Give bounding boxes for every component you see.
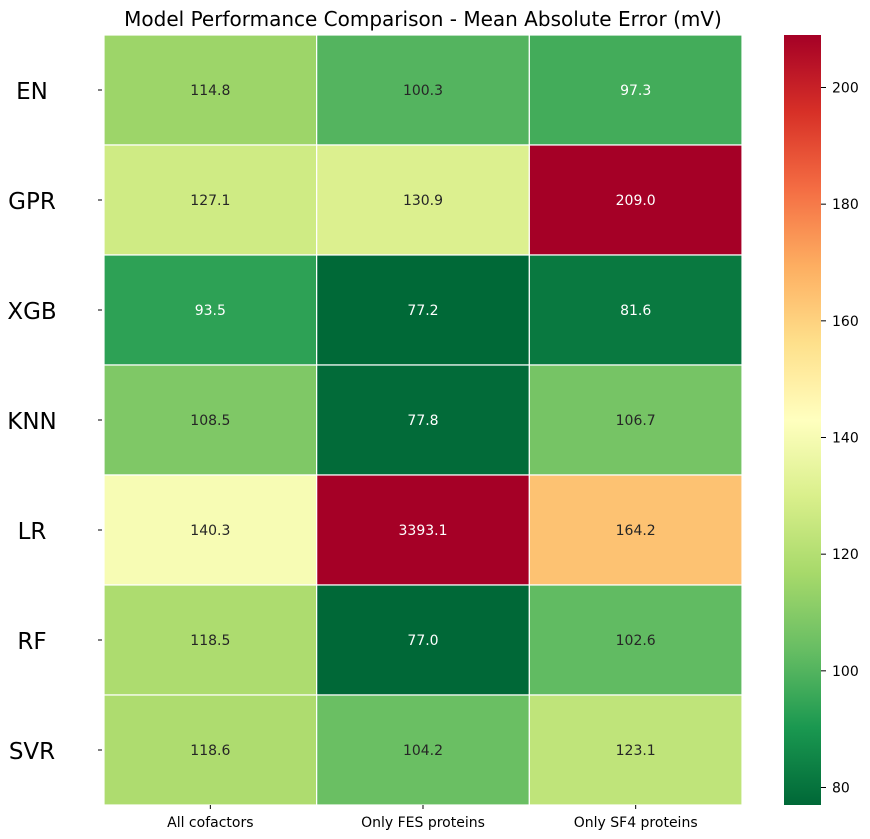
cell-value-label: 118.6 <box>190 743 230 759</box>
cell-value-label: 127.1 <box>190 193 230 209</box>
cell-value-label: 114.8 <box>190 83 230 99</box>
cell-value-label: 3393.1 <box>399 523 448 539</box>
cell-value-label: 130.9 <box>403 193 443 209</box>
cell-value-label: 209.0 <box>616 193 656 209</box>
column-label: Only SF4 proteins <box>574 815 698 831</box>
row-label: XGB <box>7 299 56 325</box>
cell-value-label: 123.1 <box>616 743 656 759</box>
cell-value-label: 140.3 <box>190 523 230 539</box>
heatmap-cell <box>103 694 318 806</box>
row-label: GPR <box>8 189 56 215</box>
cell-value-label: 104.2 <box>403 743 443 759</box>
cell-value-label: 97.3 <box>620 83 651 99</box>
cell-value-label: 81.6 <box>620 303 651 319</box>
cell-value-label: 100.3 <box>403 83 443 99</box>
cell-value-label: 102.6 <box>616 633 656 649</box>
cell-value-label: 118.5 <box>190 633 230 649</box>
chart-title: Model Performance Comparison - Mean Abso… <box>124 7 722 31</box>
cell-value-label: 106.7 <box>616 413 656 429</box>
row-label: RF <box>17 629 46 655</box>
heatmap-cell <box>528 144 743 256</box>
heatmap-cell <box>316 34 530 146</box>
cell-value-label: 77.0 <box>407 633 438 649</box>
colorbar-tick-label: 140 <box>832 431 859 447</box>
row-label: LR <box>18 519 47 545</box>
heatmap-cell <box>103 584 318 696</box>
heatmap-cell <box>316 254 530 366</box>
row-label: SVR <box>9 739 55 765</box>
heatmap-cell <box>528 694 743 806</box>
heatmap-cell <box>103 364 318 476</box>
heatmap-cell <box>103 34 318 146</box>
heatmap-cell <box>528 364 743 476</box>
heatmap-cell <box>316 584 530 696</box>
cell-value-label: 93.5 <box>195 303 226 319</box>
colorbar-tick-label: 200 <box>832 81 859 97</box>
column-labels: All cofactors Only FES proteins Only SF4 p… <box>167 805 698 831</box>
cell-value-label: 77.8 <box>407 413 438 429</box>
row-label: KNN <box>7 409 57 435</box>
heatmap-cell <box>316 694 530 806</box>
colorbar-tick-label: 180 <box>832 197 859 213</box>
column-label: All cofactors <box>167 815 253 831</box>
heatmap-cell <box>103 144 318 256</box>
cell-value-label: 164.2 <box>616 523 656 539</box>
colorbar-tick-label: 80 <box>832 781 850 797</box>
cell-value-label: 108.5 <box>190 413 230 429</box>
heatmap-cell <box>528 474 743 586</box>
column-label: Only FES proteins <box>361 815 485 831</box>
colorbar-tick-label: 120 <box>832 547 859 563</box>
heatmap-cell <box>528 584 743 696</box>
row-labels: EN GPR XGB KNN LR RF SVR <box>7 79 102 765</box>
heatmap-cell <box>103 474 318 586</box>
cell-value-label: 77.2 <box>407 303 438 319</box>
heatmap-cells: 114.8 100.3 97.3 127.1 130.9 209.0 93.5 77.2 81.… <box>103 34 743 806</box>
heatmap-cell <box>528 34 743 146</box>
colorbar: 80 100 120 140 160 180 200 <box>784 35 859 805</box>
heatmap-cell <box>316 474 530 586</box>
row-label: EN <box>16 79 48 105</box>
colorbar-tick-label: 100 <box>832 664 859 680</box>
heatmap-cell <box>316 144 530 256</box>
colorbar-gradient <box>784 35 821 805</box>
colorbar-tick-label: 160 <box>832 314 859 330</box>
